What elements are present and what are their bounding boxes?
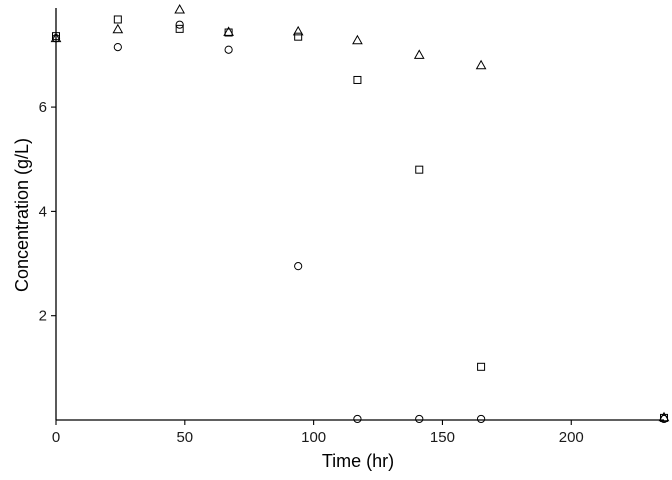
y-tick-label-6: 6	[39, 99, 47, 116]
axes	[55, 8, 664, 421]
triangle-point-5	[352, 34, 363, 45]
triangle-point-1	[112, 23, 124, 34]
circle-point-2	[175, 20, 184, 29]
x-tick-label-50: 50	[176, 429, 193, 446]
y-axis-title: Concentration (g/L)	[12, 138, 32, 292]
circle-point-5	[353, 414, 362, 424]
square-point-7	[477, 362, 486, 371]
triangle-point-2	[174, 3, 186, 14]
y-tick-label-4: 4	[39, 203, 47, 220]
x-tick-label-150: 150	[430, 429, 455, 446]
x-axis-title: Time (hr)	[322, 451, 394, 471]
triangle-point-7	[475, 59, 487, 70]
triangle-point-4	[292, 25, 304, 36]
circle-point-1	[113, 43, 122, 52]
circle-point-4	[294, 262, 303, 271]
circle-point-3	[224, 45, 233, 54]
circle-point-6	[415, 414, 424, 424]
square-point-6	[415, 165, 424, 174]
square-point-8	[660, 413, 668, 422]
square-point-2	[175, 24, 184, 33]
square-point-4	[294, 32, 303, 41]
square-point-3	[224, 28, 233, 37]
x-tick-label-200: 200	[559, 429, 584, 446]
x-tick-label-100: 100	[301, 429, 326, 446]
triangle-point-3	[223, 26, 234, 36]
data-points	[50, 3, 670, 424]
circle-point-7	[476, 414, 486, 424]
triangle-point-6	[413, 49, 425, 59]
square-point-1	[113, 15, 122, 24]
triangle-point-8	[658, 411, 670, 422]
triangle-point-0	[50, 32, 62, 43]
y-tick-label-2: 2	[39, 308, 47, 325]
tick-labels: 0 50 100 150 200 2 4 6	[39, 99, 584, 446]
square-point-5	[353, 75, 362, 84]
x-tick-label-0: 0	[52, 429, 60, 446]
tick-marks	[51, 106, 572, 425]
